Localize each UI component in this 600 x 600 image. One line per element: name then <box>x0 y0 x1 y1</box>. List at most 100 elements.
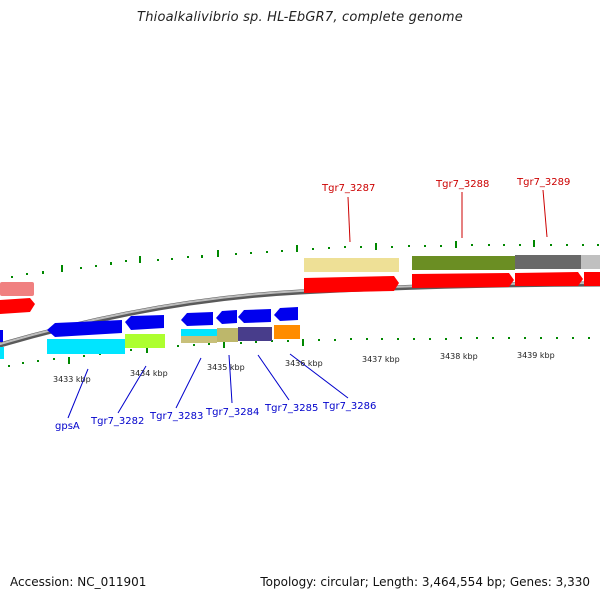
tick <box>110 262 112 265</box>
tick <box>429 338 431 340</box>
leader-line <box>117 365 147 414</box>
tick <box>397 338 399 340</box>
tick <box>139 256 141 263</box>
tick <box>26 273 28 275</box>
gene-label[interactable]: Tgr7_3287 <box>321 183 375 194</box>
tick <box>83 355 85 357</box>
tick <box>476 337 478 339</box>
tick <box>492 337 494 339</box>
tick <box>445 338 447 340</box>
tick <box>375 243 377 250</box>
tick <box>391 246 393 248</box>
tick <box>130 349 132 351</box>
tick <box>408 245 410 247</box>
cds-partial-left-forward <box>0 298 35 314</box>
tick <box>177 345 179 347</box>
tick <box>266 251 268 253</box>
bar-Tgr7-3287-wheat <box>304 258 399 272</box>
gene-label[interactable]: Tgr7_3288 <box>435 179 489 190</box>
leader-line <box>289 353 349 399</box>
tick <box>413 338 415 340</box>
tick <box>440 245 442 247</box>
tick <box>208 343 210 345</box>
feature-partial-left-pink <box>0 282 34 296</box>
tick <box>250 252 252 254</box>
tick <box>80 267 82 269</box>
bar-Tgr7-3289-gray <box>515 255 581 269</box>
tick <box>597 244 599 246</box>
tick <box>556 337 558 339</box>
tick <box>572 337 574 339</box>
bar-Tgr7-3282-green <box>125 334 165 348</box>
kbp-label: 3437 kbp <box>362 355 400 364</box>
tick <box>201 255 203 258</box>
tick <box>471 244 473 246</box>
cds-Tgr7-3283 <box>181 312 213 326</box>
tick <box>217 250 219 257</box>
tick <box>582 244 584 246</box>
cds-Tgr7-3282 <box>125 315 164 330</box>
gene-label[interactable]: Tgr7_3282 <box>90 416 144 427</box>
genome-backbone-highlight <box>0 282 600 346</box>
tick <box>302 339 304 346</box>
tick <box>235 253 237 255</box>
tick <box>328 247 330 249</box>
tick <box>460 337 462 339</box>
tick <box>344 246 346 248</box>
tick <box>312 248 314 250</box>
leader-line <box>67 368 89 419</box>
tick <box>424 245 426 247</box>
page-title: Thioalkalivibrio sp. HL-EbGR7, complete … <box>137 10 463 25</box>
cds-partial-left-cyan <box>0 347 4 359</box>
bar-Tgr7-3285-slate <box>238 327 272 341</box>
tick <box>68 357 70 364</box>
upper-tick-row <box>11 240 599 278</box>
tick <box>566 244 568 246</box>
leader-line <box>175 357 202 409</box>
tick <box>296 245 298 252</box>
gene-label[interactable]: Tgr7_3285 <box>264 403 318 414</box>
tick <box>42 271 44 274</box>
gene-label[interactable]: Tgr7_3289 <box>516 177 570 188</box>
tick <box>125 260 127 262</box>
tick <box>334 339 336 341</box>
cds-partial-right <box>584 272 600 286</box>
gene-label[interactable]: Tgr7_3284 <box>205 407 259 418</box>
tick <box>223 341 225 348</box>
tick <box>524 337 526 339</box>
tick <box>588 337 590 339</box>
gene-label[interactable]: Tgr7_3283 <box>149 411 203 422</box>
cds-Tgr7-3289 <box>515 272 583 286</box>
accession-text: Accession: NC_011901 <box>10 575 147 589</box>
tick <box>146 346 148 353</box>
tick <box>350 338 352 340</box>
cds-partial-left-blue <box>0 330 3 342</box>
tick <box>550 244 552 246</box>
bar-Tgr7-3283-cyan <box>181 329 217 336</box>
tick <box>287 340 289 342</box>
tick <box>503 244 505 246</box>
gene-label[interactable]: Tgr7_3286 <box>322 401 376 412</box>
leader-line <box>257 354 290 401</box>
leader-line <box>228 354 233 404</box>
tick <box>360 246 362 248</box>
genome-summary-text: Topology: circular; Length: 3,464,554 bp… <box>260 575 590 589</box>
cds-Tgr7-3287 <box>304 276 399 293</box>
cds-Tgr7-3288 <box>412 273 514 288</box>
kbp-label: 3436 kbp <box>285 359 323 368</box>
tick <box>95 265 97 267</box>
cds-Tgr7-3285 <box>238 309 271 323</box>
tick <box>519 244 521 246</box>
tick <box>8 365 10 367</box>
tick <box>455 241 457 248</box>
tick <box>187 256 189 258</box>
gene-label[interactable]: gpsA <box>55 421 80 432</box>
bar-Tgr7-3286-orange <box>274 325 300 339</box>
bar-gpsA-cyan <box>47 339 125 354</box>
tick <box>240 342 242 344</box>
tick <box>193 344 195 346</box>
kbp-label: 3438 kbp <box>440 352 478 361</box>
tick <box>11 276 13 278</box>
tick <box>61 265 63 272</box>
